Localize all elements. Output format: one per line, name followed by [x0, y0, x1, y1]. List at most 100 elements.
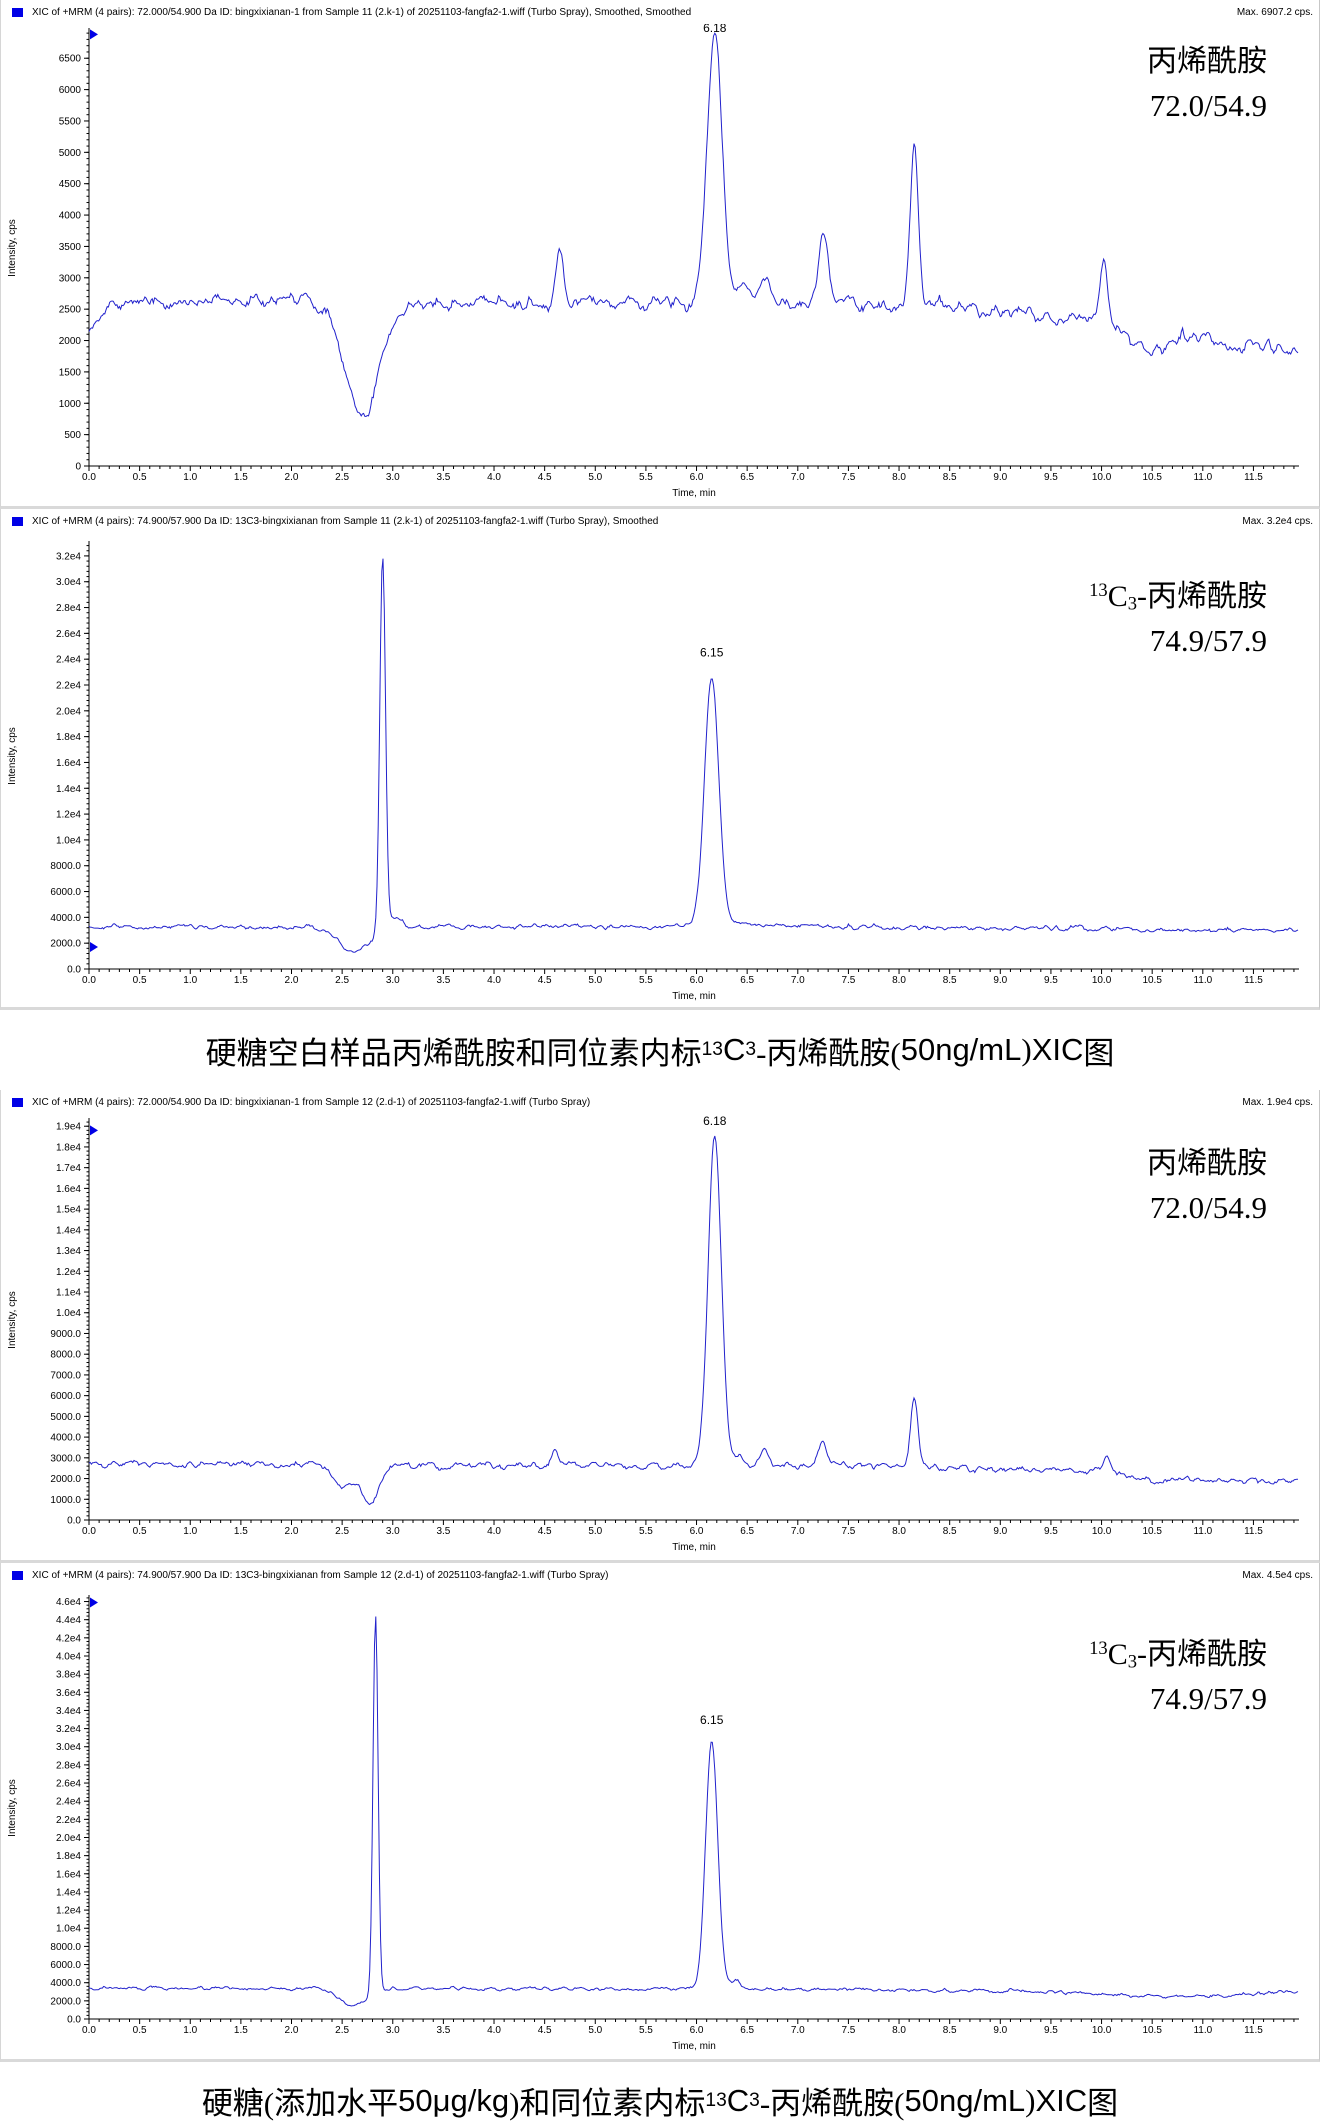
svg-text:2000.0: 2000.0: [50, 1996, 81, 2007]
svg-text:6500: 6500: [59, 54, 82, 65]
svg-text:Intensity, cps: Intensity, cps: [7, 1779, 18, 1837]
svg-text:1.0: 1.0: [183, 975, 197, 986]
svg-text:4.0: 4.0: [487, 472, 501, 483]
chromatogram-plot: 0.0 0.5 1.0 1.5 2.0 2.5 3.0 3.5 4.0 4.5 5.0 5.5 6.0 6…: [7, 1595, 1299, 2052]
svg-text:6.5: 6.5: [740, 975, 754, 986]
svg-text:4.4e4: 4.4e4: [56, 1615, 81, 1626]
svg-text:0.0: 0.0: [67, 965, 81, 976]
svg-text:6.0: 6.0: [690, 2025, 704, 2036]
svg-text:10.0: 10.0: [1092, 1526, 1112, 1537]
svg-text:5.0: 5.0: [588, 472, 602, 483]
svg-text:2.0: 2.0: [285, 2025, 299, 2036]
chromatogram-panel-istd-spiked: XIC of +MRM (4 pairs): 74.900/57.900 Da …: [0, 1563, 1320, 2062]
svg-text:Time, min: Time, min: [672, 2041, 716, 2052]
svg-text:Intensity, cps: Intensity, cps: [7, 1291, 18, 1349]
svg-text:4.6e4: 4.6e4: [56, 1597, 81, 1608]
svg-text:11.5: 11.5: [1244, 472, 1263, 483]
svg-text:11.5: 11.5: [1244, 975, 1263, 986]
panel-header: XIC of +MRM (4 pairs): 74.900/57.900 Da …: [1, 509, 1319, 533]
svg-text:6.0: 6.0: [690, 975, 704, 986]
svg-text:6.5: 6.5: [740, 2025, 754, 2036]
svg-text:500: 500: [64, 430, 81, 441]
svg-text:7000.0: 7000.0: [50, 1370, 81, 1381]
svg-text:3000: 3000: [59, 273, 82, 284]
svg-text:4500: 4500: [59, 179, 82, 190]
svg-text:Time, min: Time, min: [672, 1542, 716, 1553]
svg-text:2.2e4: 2.2e4: [56, 681, 81, 692]
svg-text:0: 0: [75, 462, 81, 473]
svg-text:3.0: 3.0: [386, 472, 400, 483]
trace-legend-swatch-icon: [12, 1097, 23, 1107]
svg-text:0.0: 0.0: [67, 2015, 81, 2026]
svg-text:4.0: 4.0: [487, 975, 501, 986]
svg-text:2.8e4: 2.8e4: [56, 603, 81, 614]
analyte-name: 13C3-丙烯酰胺: [1089, 579, 1267, 615]
svg-text:2.4e4: 2.4e4: [56, 1797, 81, 1808]
trace-legend-swatch-icon: [12, 516, 23, 526]
svg-text:7.0: 7.0: [791, 975, 805, 986]
svg-text:4.5: 4.5: [538, 975, 552, 986]
panel-header: XIC of +MRM (4 pairs): 72.000/54.900 Da …: [1, 1090, 1319, 1114]
svg-text:10.0: 10.0: [1092, 2025, 1112, 2036]
svg-text:10.5: 10.5: [1142, 975, 1162, 986]
svg-text:0.0: 0.0: [82, 472, 96, 483]
chromatogram-panel-acrylamide-spiked: XIC of +MRM (4 pairs): 72.000/54.900 Da …: [0, 1090, 1320, 1563]
svg-text:3.8e4: 3.8e4: [56, 1670, 81, 1681]
svg-text:1.2e4: 1.2e4: [56, 810, 81, 821]
panel-header: XIC of +MRM (4 pairs): 74.900/57.900 Da …: [1, 1563, 1319, 1587]
svg-text:1.5e4: 1.5e4: [56, 1205, 81, 1216]
svg-text:2.5: 2.5: [335, 1526, 349, 1537]
svg-text:3.6e4: 3.6e4: [56, 1688, 81, 1699]
svg-text:3.5: 3.5: [436, 472, 450, 483]
svg-text:4.5: 4.5: [538, 2025, 552, 2036]
svg-text:6.5: 6.5: [740, 1526, 754, 1537]
svg-text:9.0: 9.0: [993, 472, 1007, 483]
svg-text:0.0: 0.0: [67, 1516, 81, 1527]
svg-text:0.0: 0.0: [82, 1526, 96, 1537]
svg-text:3.0e4: 3.0e4: [56, 1742, 81, 1753]
svg-text:9.0: 9.0: [993, 975, 1007, 986]
svg-text:6.15: 6.15: [700, 646, 724, 660]
svg-text:3.5: 3.5: [436, 975, 450, 986]
svg-text:1.0: 1.0: [183, 472, 197, 483]
svg-text:3.5: 3.5: [436, 2025, 450, 2036]
svg-text:2.0e4: 2.0e4: [56, 1833, 81, 1844]
svg-text:3.4e4: 3.4e4: [56, 1706, 81, 1717]
svg-text:2.5: 2.5: [335, 2025, 349, 2036]
svg-text:4.2e4: 4.2e4: [56, 1633, 81, 1644]
svg-text:1.4e4: 1.4e4: [56, 1225, 81, 1236]
svg-text:6.0: 6.0: [690, 472, 704, 483]
analyte-annotation: 丙烯酰胺 72.0/54.9: [1147, 40, 1267, 128]
svg-text:Intensity, cps: Intensity, cps: [7, 727, 18, 785]
svg-text:4000: 4000: [59, 211, 82, 222]
svg-text:3.0: 3.0: [386, 2025, 400, 2036]
trace-title: XIC of +MRM (4 pairs): 72.000/54.900 Da …: [32, 6, 692, 18]
svg-text:3.5: 3.5: [436, 1526, 450, 1537]
svg-text:2000: 2000: [59, 336, 82, 347]
max-intensity-label: Max. 6907.2 cps.: [1236, 6, 1313, 18]
svg-text:8.5: 8.5: [943, 1526, 957, 1537]
svg-text:1.2e4: 1.2e4: [56, 1267, 81, 1278]
analyte-name: 丙烯酰胺: [1147, 1147, 1267, 1180]
svg-text:8.5: 8.5: [943, 472, 957, 483]
svg-text:1.5: 1.5: [234, 975, 248, 986]
svg-text:1.2e4: 1.2e4: [56, 1906, 81, 1917]
svg-text:8000.0: 8000.0: [50, 861, 81, 872]
svg-text:1.4e4: 1.4e4: [56, 784, 81, 795]
analyte-name: 丙烯酰胺: [1147, 45, 1267, 78]
svg-text:2.5: 2.5: [335, 975, 349, 986]
svg-text:10.5: 10.5: [1142, 2025, 1162, 2036]
svg-text:6.15: 6.15: [700, 1713, 724, 1727]
svg-text:8.0: 8.0: [892, 1526, 906, 1537]
svg-text:4.5: 4.5: [538, 472, 552, 483]
svg-text:9.5: 9.5: [1044, 1526, 1058, 1537]
mrm-transition: 74.9/57.9: [1149, 622, 1267, 658]
chromatogram-panel-istd-blank: XIC of +MRM (4 pairs): 74.900/57.900 Da …: [0, 509, 1320, 1010]
svg-text:4.0: 4.0: [487, 1526, 501, 1537]
svg-text:10.5: 10.5: [1142, 472, 1162, 483]
svg-text:0.5: 0.5: [133, 472, 147, 483]
max-intensity-label: Max. 4.5e4 cps.: [1242, 1569, 1313, 1581]
svg-text:1000.0: 1000.0: [50, 1495, 81, 1506]
chromatogram-plot: 0.0 0.5 1.0 1.5 2.0 2.5 3.0 3.5 4.0 4.5 5.0 5.5 6.0 6…: [7, 1114, 1299, 1553]
